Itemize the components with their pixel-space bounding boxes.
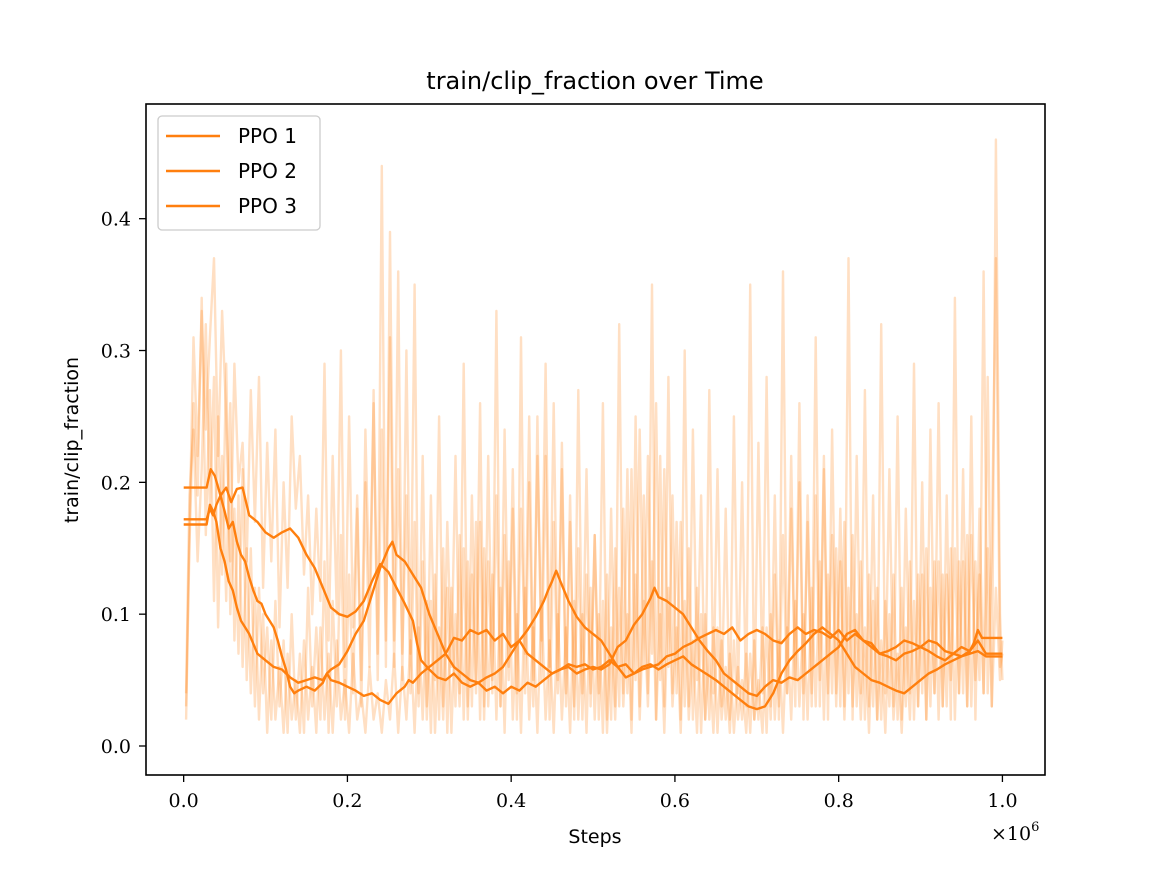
- y-tick-label: 0.2: [101, 472, 131, 494]
- x-tick-label: 0.6: [660, 790, 690, 812]
- legend: PPO 1 PPO 2 PPO 3: [157, 115, 321, 231]
- x-multiplier-base: ×10: [991, 823, 1031, 845]
- plot-frame: [145, 103, 1046, 776]
- legend-label-1: PPO 1: [238, 124, 297, 148]
- y-tick-label: 0.4: [101, 209, 131, 231]
- x-tick-label: 0.4: [496, 790, 526, 812]
- series-raw-line-1: [184, 138, 1004, 721]
- series-raw-line-3: [184, 257, 1004, 734]
- series-line-2: [183, 503, 1003, 711]
- x-tick-label: 0.2: [332, 790, 362, 812]
- x-axis-multiplier: ×106: [991, 820, 1039, 845]
- legend-box: [157, 115, 321, 231]
- x-tick-label: 0.8: [824, 790, 854, 812]
- series-line-3: [183, 494, 1003, 705]
- y-tick-label: 0.3: [101, 341, 131, 363]
- x-multiplier-exponent: 6: [1031, 820, 1039, 835]
- x-tick-label: 0.0: [169, 790, 199, 812]
- y-axis-label: train/clip_fraction: [61, 357, 83, 523]
- chart-title: train/clip_fraction over Time: [426, 67, 763, 95]
- legend-label-2: PPO 2: [238, 159, 297, 183]
- legend-label-3: PPO 3: [238, 194, 297, 218]
- series-line-1: [183, 468, 1003, 695]
- y-tick-label: 0.1: [101, 604, 131, 626]
- raw-series-layer: [184, 138, 1004, 734]
- x-tick-label: 1.0: [987, 790, 1017, 812]
- smoothed-series-layer: [183, 468, 1003, 711]
- y-tick-label: 0.0: [101, 736, 131, 758]
- y-axis: 0.0 0.1 0.2 0.3 0.4: [101, 209, 146, 758]
- x-axis: 0.0 0.2 0.4 0.6 0.8 1.0: [169, 775, 1018, 812]
- series-raw-line-2: [184, 296, 1004, 734]
- x-axis-label: Steps: [568, 826, 621, 848]
